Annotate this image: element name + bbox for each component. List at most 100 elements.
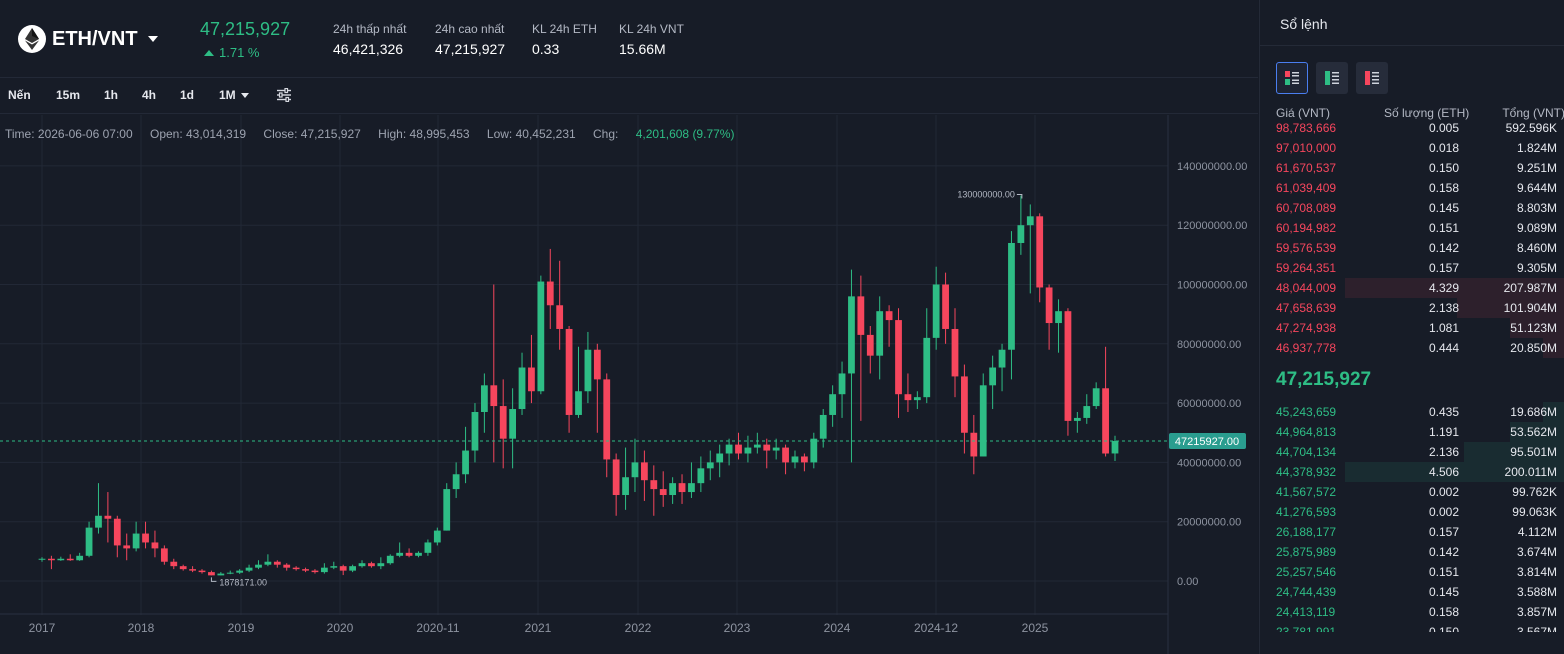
candle[interactable] [603,373,611,478]
candle[interactable] [1092,382,1100,410]
candle[interactable] [885,305,893,347]
candle[interactable] [895,308,902,418]
candle[interactable] [772,438,780,460]
ask-row[interactable]: 97,010,000 0.018 1.824M [1260,138,1564,158]
ask-row[interactable]: 98,783,666 0.005 592.596K [1260,122,1564,138]
ask-row[interactable]: 48,044,009 4.329 207.987M [1260,278,1564,298]
candle[interactable] [66,554,74,561]
candle[interactable] [725,438,733,466]
candle[interactable] [236,569,244,574]
candle[interactable] [612,453,620,516]
bid-row[interactable]: 41,567,572 0.002 99.762K [1260,482,1564,502]
candle[interactable] [311,569,319,574]
candle[interactable] [848,269,855,463]
candle[interactable] [801,453,808,472]
candle[interactable] [330,561,338,570]
bid-row[interactable]: 23,781,991 0.150 3.567M [1260,622,1564,632]
candle[interactable] [1111,435,1119,462]
candle[interactable] [998,343,1006,392]
candle[interactable] [1045,284,1053,350]
candle[interactable] [716,444,724,478]
candle[interactable] [791,450,799,469]
price-chart[interactable]: 0.00 20000000.00 40000000.00 60000000.00 800… [0,115,1258,654]
candle[interactable] [1008,231,1015,380]
candle[interactable] [1017,195,1025,255]
candle[interactable] [528,334,535,404]
ask-row[interactable]: 59,576,539 0.142 8.460M [1260,238,1564,258]
candle[interactable] [575,346,582,418]
candle[interactable] [273,560,281,568]
tab-candles[interactable]: Nến [8,88,31,102]
candle[interactable] [979,373,987,457]
candle[interactable] [48,555,55,570]
candle[interactable] [255,560,262,570]
candle[interactable] [546,248,554,329]
bid-row[interactable]: 45,243,659 0.435 19.686M [1260,402,1564,422]
orderbook-both-icon[interactable] [1276,62,1308,94]
candle[interactable] [640,450,648,501]
candle[interactable] [1036,213,1044,303]
candle[interactable] [753,432,761,454]
settings-sliders-icon[interactable] [276,88,292,102]
candle[interactable] [819,409,827,448]
candle[interactable] [1064,308,1072,436]
candle[interactable] [471,403,479,463]
ask-row[interactable]: 60,194,982 0.151 9.089M [1260,218,1564,238]
ask-row[interactable]: 59,264,351 0.157 9.305M [1260,258,1564,278]
candle[interactable] [339,564,347,576]
candle[interactable] [462,426,469,484]
candle[interactable] [113,515,121,558]
candle[interactable] [245,564,253,573]
candle[interactable] [264,554,272,567]
candle[interactable] [443,483,451,531]
candle[interactable] [782,444,789,475]
bid-row[interactable]: 26,188,177 0.157 4.112M [1260,522,1564,542]
candle[interactable] [763,438,771,469]
bid-row[interactable]: 41,276,593 0.002 99.063K [1260,502,1564,522]
bid-row[interactable]: 25,875,989 0.142 3.674M [1260,542,1564,562]
candle[interactable] [518,352,526,415]
candle[interactable] [151,530,159,558]
ask-row[interactable]: 47,274,938 1.081 51.123M [1260,318,1564,338]
candle[interactable] [1055,299,1062,353]
candle[interactable] [358,560,366,568]
candle[interactable] [810,432,818,469]
candle[interactable] [537,275,545,395]
candle[interactable] [951,308,959,398]
bid-row[interactable]: 44,704,134 2.136 95.501M [1260,442,1564,462]
candle[interactable] [433,527,441,546]
candle[interactable] [142,521,149,549]
candle[interactable] [697,456,705,493]
candle[interactable] [584,331,592,404]
candle[interactable] [85,521,93,558]
candle[interactable] [76,552,84,561]
candle[interactable] [292,566,300,571]
tab-15m[interactable]: 15m [56,88,81,102]
candle[interactable] [565,326,573,433]
ask-row[interactable]: 47,658,639 2.138 101.904M [1260,298,1564,318]
candle[interactable] [283,563,291,571]
candle[interactable] [179,564,187,571]
ask-row[interactable]: 60,708,089 0.145 8.803M [1260,198,1564,218]
candle[interactable] [904,373,912,412]
candle[interactable] [405,548,413,558]
candle[interactable] [368,561,375,568]
candle[interactable] [302,567,309,573]
candle[interactable] [386,554,394,565]
candle[interactable] [744,435,752,463]
candle[interactable] [320,563,328,574]
candle[interactable] [38,557,46,562]
tab-4h[interactable]: 4h [142,88,157,102]
candle[interactable] [189,566,196,573]
orderbook-bids-icon[interactable] [1316,62,1348,94]
candle[interactable] [1102,346,1109,457]
candle[interactable] [377,557,385,570]
candle[interactable] [160,545,168,565]
candle[interactable] [452,462,460,498]
candle[interactable] [396,542,404,558]
candle[interactable] [669,477,677,504]
candle[interactable] [198,569,206,574]
candle[interactable] [593,343,601,433]
timeframe-dropdown[interactable]: 1M [219,88,249,102]
bid-row[interactable]: 24,413,119 0.158 3.857M [1260,602,1564,622]
